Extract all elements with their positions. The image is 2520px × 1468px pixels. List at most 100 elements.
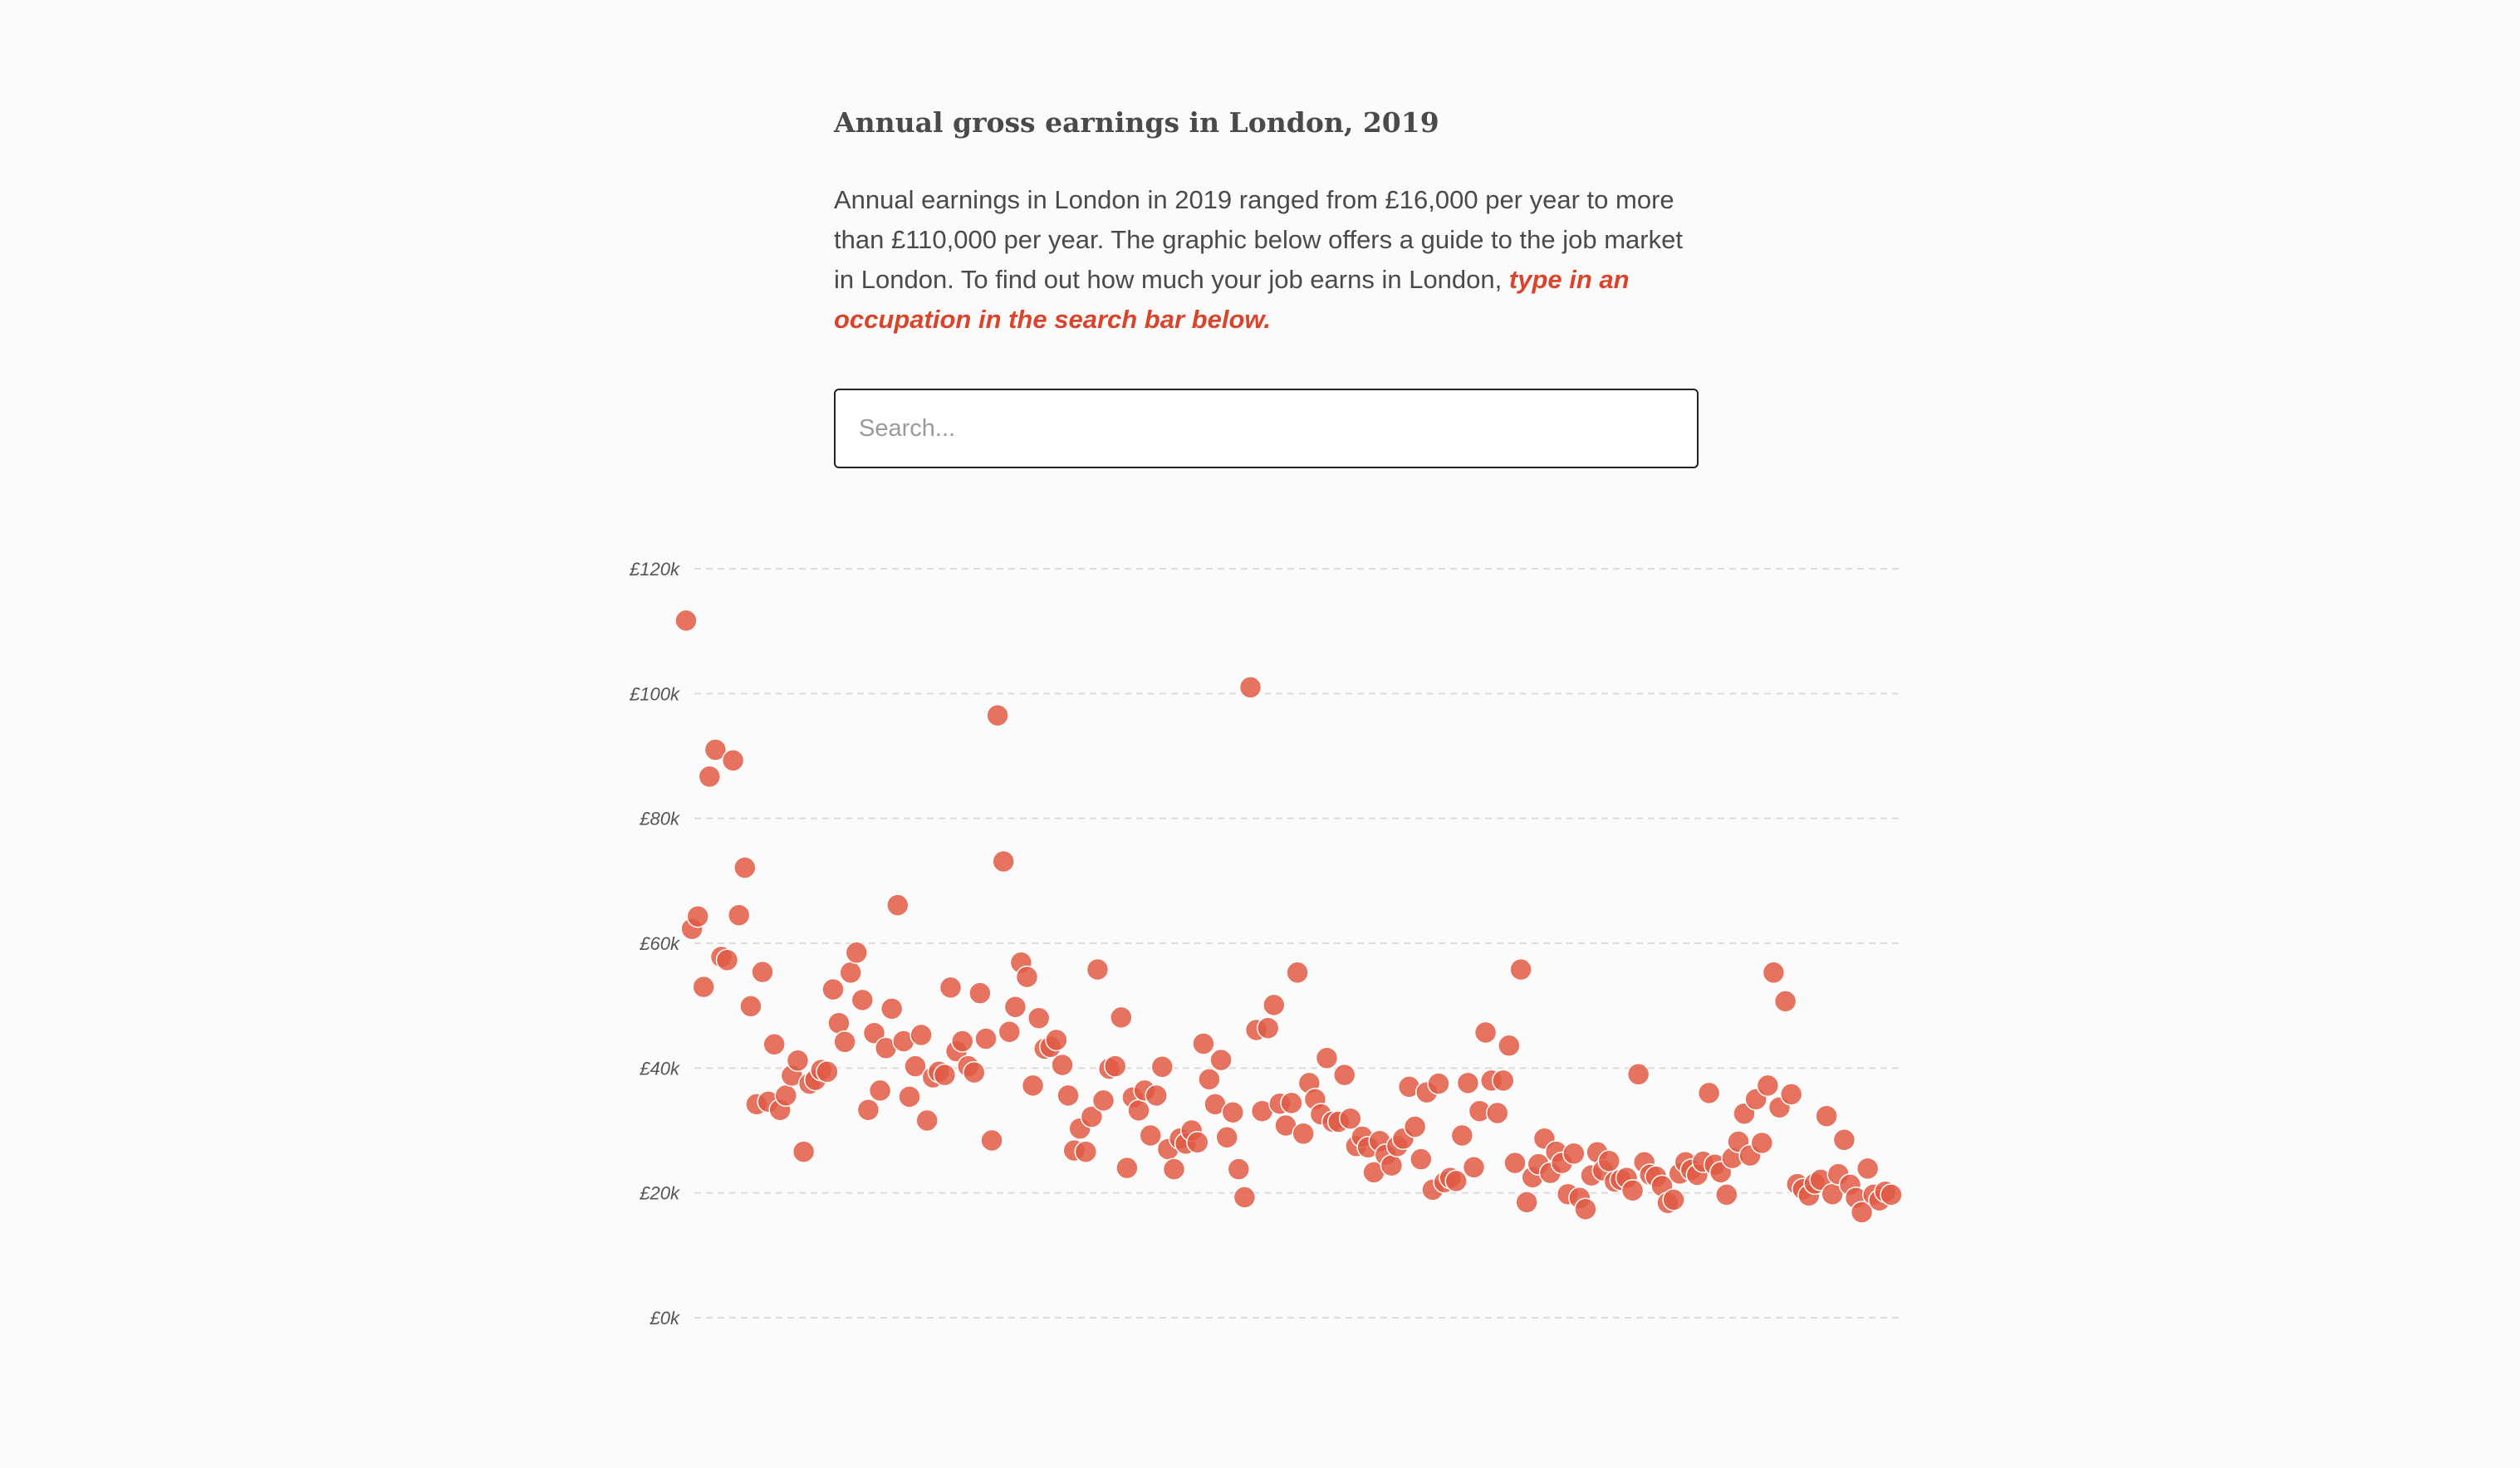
data-point[interactable] [727,903,751,927]
data-point[interactable] [1280,1091,1303,1115]
data-point[interactable] [868,1079,892,1103]
data-point[interactable] [1620,1178,1645,1202]
data-point[interactable] [1127,1099,1150,1123]
data-point[interactable] [1103,1055,1127,1078]
data-point[interactable] [1051,1053,1074,1077]
data-point[interactable] [1450,1123,1474,1147]
data-point[interactable] [1444,1169,1468,1193]
data-point[interactable] [1380,1153,1404,1177]
data-point[interactable] [1715,1183,1738,1206]
data-point[interactable] [1473,1020,1498,1045]
data-point[interactable] [1562,1142,1586,1166]
data-point[interactable] [1162,1157,1186,1181]
data-point[interactable] [792,1140,816,1163]
data-point[interactable] [1626,1063,1650,1086]
data-point[interactable] [1057,1084,1080,1108]
data-point[interactable] [880,997,904,1020]
data-point[interactable] [674,609,698,633]
data-point[interactable] [1115,1156,1139,1180]
data-point[interactable] [1074,1140,1098,1163]
data-point[interactable] [909,1023,933,1047]
data-point[interactable] [1750,1131,1774,1155]
data-point[interactable] [1498,1034,1521,1058]
data-point[interactable] [1286,961,1309,985]
data-point[interactable] [1015,965,1039,989]
data-point[interactable] [1139,1123,1162,1147]
data-point[interactable] [1045,1028,1068,1052]
data-point[interactable] [1597,1149,1621,1173]
data-point[interactable] [1509,957,1532,981]
data-point[interactable] [939,976,963,1000]
data-point[interactable] [950,1030,974,1053]
data-point[interactable] [974,1027,998,1050]
data-point[interactable] [998,1020,1022,1044]
data-point[interactable] [1262,993,1286,1017]
data-point[interactable] [1198,1068,1221,1091]
data-point[interactable] [1215,1126,1238,1149]
data-point[interactable] [1021,1074,1045,1098]
search-input[interactable] [834,389,1699,468]
data-point[interactable] [774,1084,798,1108]
data-point[interactable] [1332,1063,1356,1087]
data-point[interactable] [1486,1101,1509,1125]
data-point[interactable] [968,981,992,1005]
data-point[interactable] [786,1049,810,1073]
data-point[interactable] [1697,1081,1721,1105]
data-point[interactable] [1003,995,1027,1019]
data-point[interactable] [1515,1191,1538,1214]
data-point[interactable] [721,749,745,772]
data-point[interactable] [1192,1032,1215,1055]
data-point[interactable] [1110,1006,1133,1030]
data-point[interactable] [1080,1105,1104,1128]
data-point[interactable] [1145,1084,1168,1108]
data-point[interactable] [739,995,762,1018]
data-point[interactable] [1238,676,1262,699]
data-point[interactable] [692,975,715,999]
data-point[interactable] [915,1108,939,1133]
data-point[interactable] [933,1063,957,1087]
data-point[interactable] [1856,1157,1880,1181]
data-point[interactable] [1462,1156,1486,1179]
data-point[interactable] [1880,1183,1903,1206]
data-point[interactable] [1315,1046,1339,1070]
data-point[interactable] [698,765,722,789]
data-point[interactable] [963,1060,986,1084]
data-point[interactable] [992,849,1015,873]
data-point[interactable] [839,961,862,985]
data-point[interactable] [1762,961,1786,985]
data-point[interactable] [1492,1069,1515,1093]
data-point[interactable] [1850,1201,1874,1224]
data-point[interactable] [1256,1016,1280,1040]
data-point[interactable] [856,1098,880,1122]
data-point[interactable] [1227,1157,1251,1181]
data-point[interactable] [686,904,709,928]
data-point[interactable] [1027,1006,1051,1030]
data-point[interactable] [898,1085,921,1108]
data-point[interactable] [1503,1151,1527,1175]
data-point[interactable] [816,1060,839,1084]
data-point[interactable] [1427,1072,1450,1095]
data-point[interactable] [1410,1147,1433,1171]
data-point[interactable] [1756,1074,1780,1098]
data-point[interactable] [821,977,845,1001]
data-point[interactable] [1779,1083,1803,1106]
data-point[interactable] [1233,1186,1257,1209]
data-point[interactable] [886,893,909,917]
data-point[interactable] [1456,1071,1480,1095]
data-point[interactable] [980,1128,1003,1152]
data-point[interactable] [751,960,774,984]
data-point[interactable] [1662,1188,1685,1211]
data-point[interactable] [862,1021,886,1045]
data-point[interactable] [1292,1122,1315,1146]
data-point[interactable] [1086,957,1110,981]
data-point[interactable] [1832,1128,1856,1152]
data-point[interactable] [1221,1100,1245,1124]
data-point[interactable] [1186,1131,1209,1154]
data-point[interactable] [1574,1197,1597,1221]
data-point[interactable] [1339,1107,1362,1130]
data-point[interactable] [1815,1104,1838,1128]
data-point[interactable] [1209,1048,1233,1072]
data-point[interactable] [762,1033,786,1056]
data-point[interactable] [1773,990,1797,1013]
data-point[interactable] [904,1055,927,1078]
